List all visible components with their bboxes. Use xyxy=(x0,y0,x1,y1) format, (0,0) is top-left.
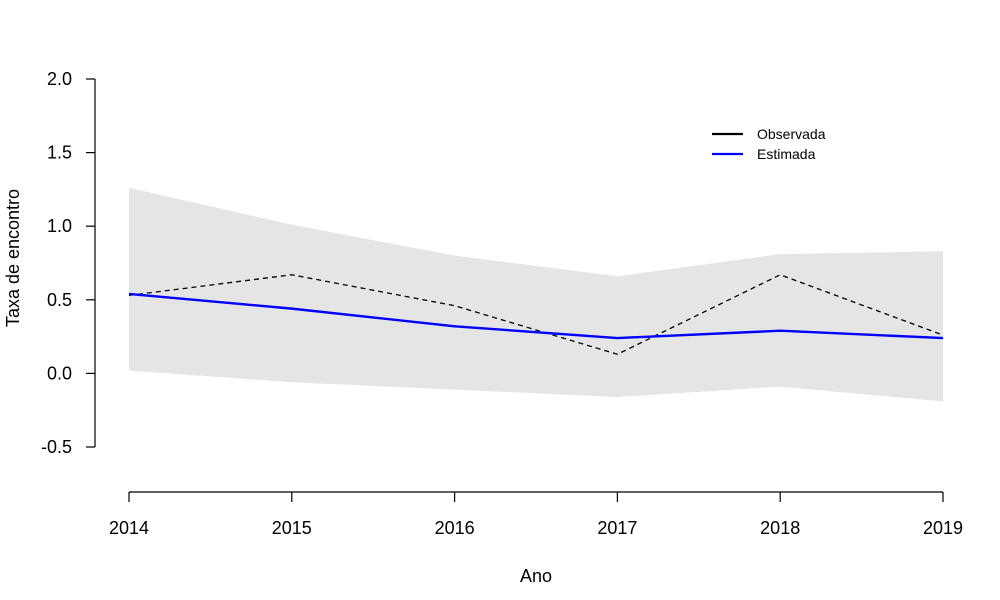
y-axis-title: Taxa de encontro xyxy=(3,189,23,327)
legend-label-observada: Observada xyxy=(757,126,826,142)
confidence-band-layer xyxy=(129,187,943,402)
y-tick-label: 1.0 xyxy=(47,216,72,236)
x-axis-ticks: 2014 2015 2016 2017 2018 2019 xyxy=(109,492,963,538)
x-tick-label: 2018 xyxy=(760,518,800,538)
y-tick-label: -0.5 xyxy=(41,437,72,457)
x-tick-label: 2019 xyxy=(923,518,963,538)
x-tick-label: 2015 xyxy=(272,518,312,538)
x-axis-title: Ano xyxy=(520,566,552,586)
y-tick-label: 2.0 xyxy=(47,69,72,89)
y-axis-ticks: 2.0 1.5 1.0 0.5 0.0 -0.5 xyxy=(41,69,95,457)
legend-label-estimada: Estimada xyxy=(757,146,816,162)
series-line-estimada xyxy=(128,292,944,340)
x-tick-label: 2017 xyxy=(597,518,637,538)
x-tick-label: 2016 xyxy=(435,518,475,538)
series-layer xyxy=(128,274,944,355)
series-line-observada xyxy=(128,274,944,355)
y-tick-label: 1.5 xyxy=(47,143,72,163)
legend: Observada Estimada xyxy=(712,126,826,162)
y-tick-label: 0.5 xyxy=(47,290,72,310)
confidence-band xyxy=(129,187,943,402)
y-tick-label: 0.0 xyxy=(47,363,72,383)
x-axis: 2014 2015 2016 2017 2018 2019 xyxy=(109,491,963,538)
y-axis: 2.0 1.5 1.0 0.5 0.0 -0.5 xyxy=(41,69,96,457)
x-tick-label: 2014 xyxy=(109,518,149,538)
